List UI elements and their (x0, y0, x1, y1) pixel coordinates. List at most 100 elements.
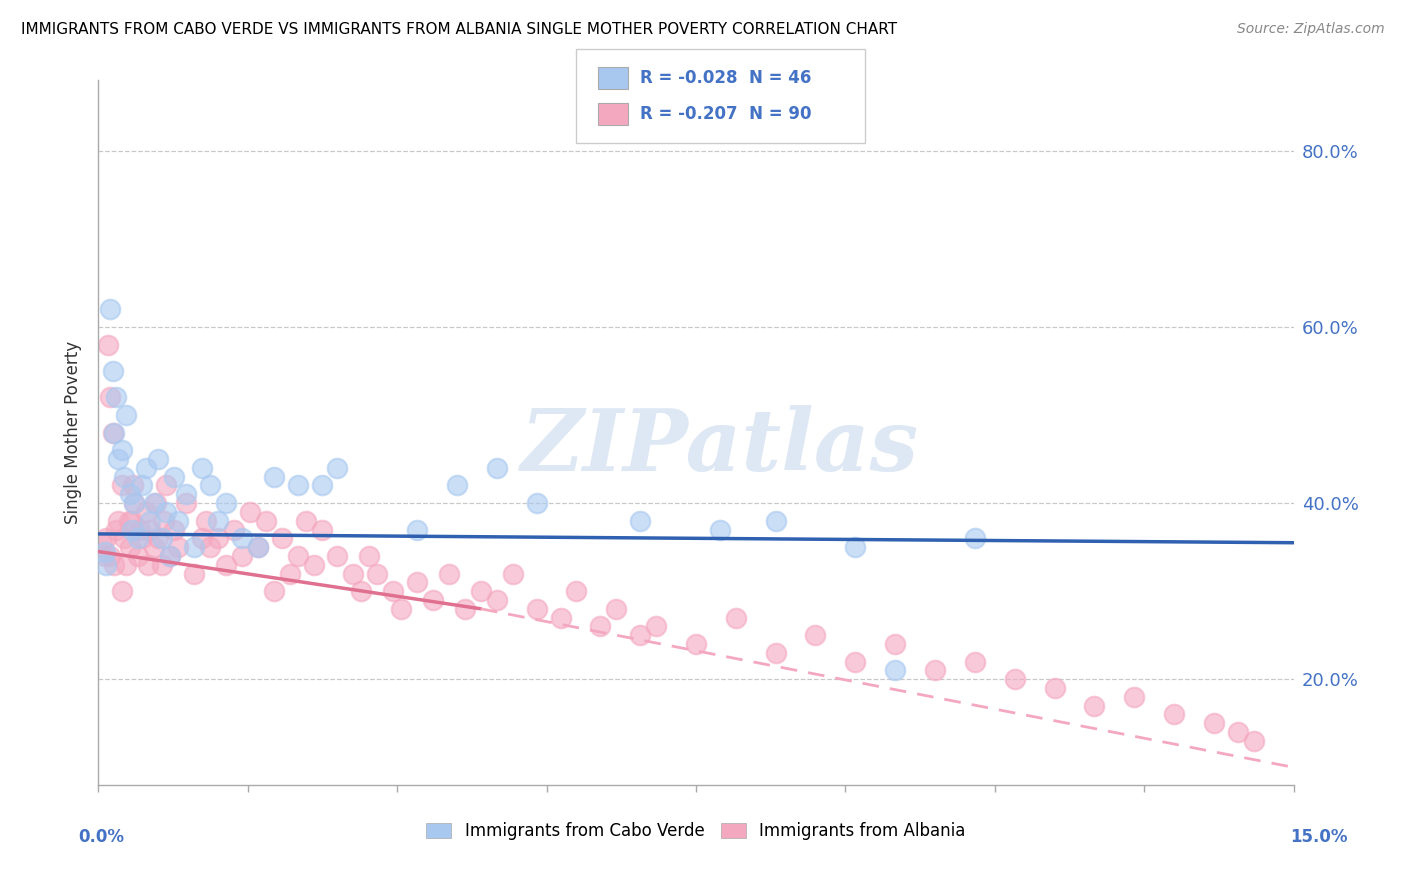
Point (121, 514, 143, 528)
Point (844, 655, 866, 669)
Point (198, 478, 221, 492)
Point (127, 549, 149, 563)
Point (526, 496, 548, 510)
Point (115, 408, 138, 422)
Point (103, 558, 125, 572)
Point (163, 523, 186, 537)
Point (645, 619, 668, 633)
Point (446, 478, 468, 492)
Point (278, 566, 301, 581)
Point (963, 655, 986, 669)
Point (139, 514, 162, 528)
Point (159, 549, 181, 563)
Point (155, 478, 177, 492)
Point (124, 496, 146, 510)
Point (246, 540, 269, 554)
Point (111, 478, 134, 492)
Point (98, 302, 122, 317)
Point (98, 390, 121, 404)
Point (131, 531, 153, 545)
Point (302, 558, 325, 572)
Point (485, 460, 508, 475)
Point (470, 584, 492, 599)
Point (287, 549, 309, 563)
Point (148, 452, 170, 467)
Point (685, 637, 707, 651)
Point (112, 531, 135, 545)
Text: 15.0%: 15.0% (1291, 828, 1347, 846)
Point (350, 584, 373, 599)
Point (924, 664, 946, 678)
Text: R = -0.207  N = 90: R = -0.207 N = 90 (640, 105, 811, 123)
Point (139, 523, 162, 537)
Point (437, 566, 460, 581)
Point (111, 443, 134, 458)
Point (263, 469, 285, 483)
Point (120, 487, 142, 501)
Point (628, 628, 651, 642)
Point (195, 514, 218, 528)
Point (101, 364, 124, 378)
Point (1163, 707, 1185, 722)
Point (709, 523, 731, 537)
Point (159, 549, 181, 563)
Point (124, 496, 146, 510)
Point (1083, 698, 1105, 713)
Point (765, 646, 787, 660)
Point (804, 628, 827, 642)
Point (94, 549, 117, 563)
Point (231, 531, 253, 545)
Point (294, 514, 316, 528)
Point (454, 601, 477, 615)
Point (167, 514, 190, 528)
Point (422, 593, 444, 607)
Point (131, 478, 153, 492)
Point (215, 496, 238, 510)
Point (526, 601, 548, 615)
Point (326, 460, 349, 475)
Point (724, 610, 747, 624)
Point (148, 531, 170, 545)
Point (101, 425, 124, 440)
Text: IMMIGRANTS FROM CABO VERDE VS IMMIGRANTS FROM ALBANIA SINGLE MOTHER POVERTY CORR: IMMIGRANTS FROM CABO VERDE VS IMMIGRANTS… (21, 22, 897, 37)
Point (389, 601, 412, 615)
Point (326, 549, 349, 563)
Text: ZIPatlas: ZIPatlas (520, 405, 920, 489)
Point (765, 514, 787, 528)
Point (94, 544, 117, 558)
Point (963, 531, 986, 545)
Point (91, 535, 114, 549)
Point (884, 664, 907, 678)
Point (174, 487, 197, 501)
Point (167, 540, 190, 554)
Point (118, 514, 141, 528)
Text: R = -0.028  N = 46: R = -0.028 N = 46 (640, 70, 811, 87)
Text: 0.0%: 0.0% (79, 828, 124, 846)
Point (1226, 725, 1249, 739)
Point (589, 619, 612, 633)
Point (104, 523, 127, 537)
Point (198, 540, 221, 554)
Point (145, 496, 167, 510)
Point (1202, 716, 1225, 731)
Point (183, 566, 205, 581)
Point (231, 549, 253, 563)
Point (96, 558, 118, 572)
Point (406, 575, 429, 590)
Point (1004, 673, 1026, 687)
Point (150, 531, 173, 545)
Point (359, 549, 381, 563)
Point (120, 540, 142, 554)
Point (103, 425, 125, 440)
Point (111, 584, 134, 599)
Point (844, 540, 866, 554)
Point (107, 452, 129, 467)
Point (270, 531, 292, 545)
Point (485, 593, 508, 607)
Point (246, 540, 269, 554)
Point (143, 496, 166, 510)
Point (155, 505, 177, 519)
Text: Source: ZipAtlas.com: Source: ZipAtlas.com (1237, 22, 1385, 37)
Point (254, 514, 277, 528)
Point (107, 514, 129, 528)
